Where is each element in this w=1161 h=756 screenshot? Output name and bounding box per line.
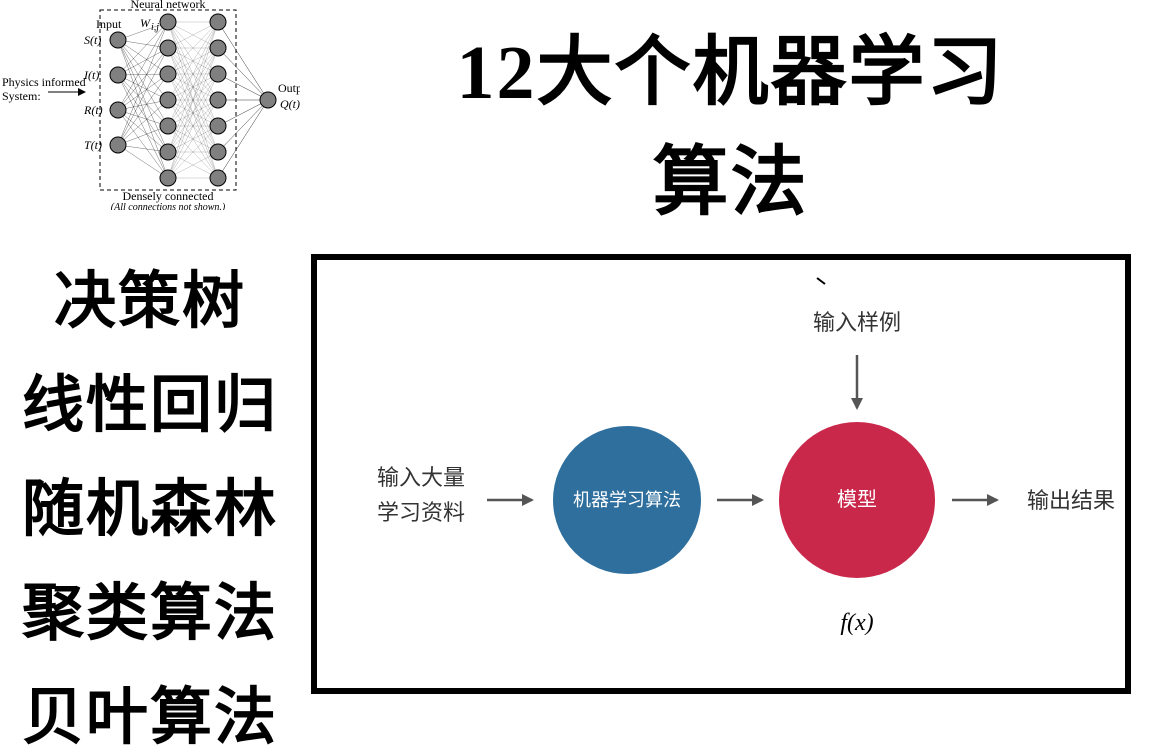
svg-text:输出结果: 输出结果 (1027, 488, 1115, 513)
neural-network-diagram: S(t)I(t)R(t)T(t)Neural networkInputWi,jP… (0, 0, 300, 230)
svg-text:S(t): S(t) (84, 33, 101, 47)
flow-panel: 输入样例输入大量学习资料 机器学习算法 模型 输出结果 f(x) (300, 230, 1161, 727)
algo-item: 决策树 (54, 250, 246, 340)
svg-text:Output: Output (278, 81, 300, 95)
svg-text:Input: Input (96, 17, 122, 31)
title-line2: 算法 (653, 120, 809, 230)
svg-text:Physics informed: Physics informed (2, 75, 86, 89)
algo-item: 贝叶算法 (22, 666, 278, 756)
svg-text:W: W (140, 16, 151, 30)
svg-text:Neural network: Neural network (131, 0, 206, 11)
svg-text:T(t): T(t) (84, 138, 102, 152)
title-line1: 12大个机器学习 (457, 10, 1005, 120)
svg-text:Densely connected: Densely connected (123, 189, 214, 203)
svg-text:i,j: i,j (151, 22, 159, 33)
svg-text:(All connections not shown.): (All connections not shown.) (111, 202, 226, 210)
main-title: 12大个机器学习 算法 (300, 0, 1161, 230)
svg-text:f(x): f(x) (840, 610, 873, 636)
svg-text:机器学习算法: 机器学习算法 (573, 490, 681, 510)
svg-text:Q(t): Q(t) (280, 97, 300, 111)
algo-item: 线性回归 (22, 354, 278, 444)
svg-text:R(t): R(t) (83, 103, 103, 117)
svg-text:输入样例: 输入样例 (812, 310, 900, 335)
flow-diagram-box: 输入样例输入大量学习资料 机器学习算法 模型 输出结果 f(x) (311, 254, 1131, 694)
svg-text:System:: System: (2, 89, 41, 103)
algo-item: 随机森林 (22, 458, 278, 548)
algo-item: 聚类算法 (22, 562, 278, 652)
svg-text:模型: 模型 (837, 488, 877, 511)
svg-text:学习资料: 学习资料 (377, 500, 465, 525)
algorithm-list: 决策树 线性回归 随机森林 聚类算法 贝叶算法 (0, 230, 300, 727)
svg-text:输入大量: 输入大量 (377, 465, 465, 490)
